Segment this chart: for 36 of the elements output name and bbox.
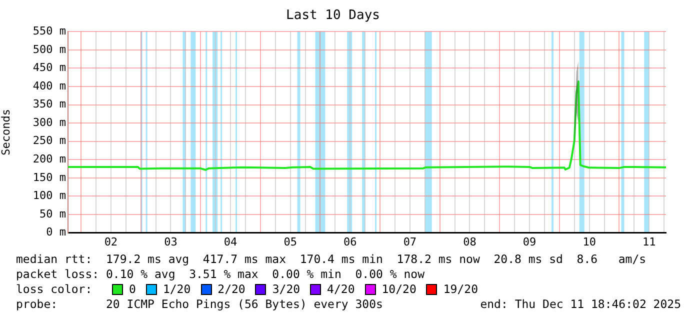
x-tick-label: 07 [403, 235, 417, 248]
y-tick-label: 250 m [32, 134, 66, 148]
x-tick-label: 08 [463, 235, 476, 248]
legend-label: 1/20 [162, 282, 191, 297]
y-tick-label: 200 m [32, 152, 66, 166]
y-tick-label: 150 m [32, 170, 66, 184]
legend-label: 10/20 [382, 282, 416, 297]
y-tick-label: 50 m [40, 207, 66, 220]
x-tick-label: 06 [344, 235, 357, 248]
y-tick-label: 0 m [46, 226, 66, 239]
y-tick-label: 400 m [32, 79, 66, 92]
chart-title: Last 10 Days [286, 8, 380, 24]
text: packet loss: 0.10 % avg 3.51 % max 0.00 % min 0.00 % now [16, 267, 424, 282]
legend-title: loss color: [16, 282, 94, 297]
text: probe: 20 ICMP Echo Pings (56 Bytes) every 300s [16, 297, 383, 312]
x-tick-label: 03 [164, 235, 178, 248]
legend-label: 19/20 [443, 282, 478, 297]
x-tick-label: 05 [284, 235, 297, 248]
x-tick-label: 10 [582, 235, 596, 248]
legend-label: 0 [129, 282, 136, 297]
y-tick-label: 500 m [32, 42, 66, 56]
legend-label: 2/20 [218, 282, 246, 297]
x-tick-label: 02 [104, 235, 118, 248]
legend-label: 4/20 [327, 282, 355, 297]
legend-label: 3/20 [272, 282, 300, 297]
text: end: Thu Dec 11 18:46:02 2025 [480, 297, 681, 312]
y-axis-title: Seconds [0, 109, 12, 156]
x-tick-label: 11 [642, 235, 656, 248]
y-tick-label: 300 m [32, 116, 66, 129]
y-tick-label: 550 m [32, 24, 66, 38]
x-tick-label: 09 [522, 235, 536, 248]
y-tick-label: 350 m [32, 98, 66, 111]
y-tick-label: 100 m [32, 189, 66, 202]
x-tick-label: 04 [224, 235, 238, 248]
y-tick-label: 450 m [32, 61, 66, 74]
text: median rtt: 179.2 ms avg 417.7 ms max 170.4 ms min 178.2 ms now 20.8 ms sd 8.6 am/s [16, 252, 646, 267]
